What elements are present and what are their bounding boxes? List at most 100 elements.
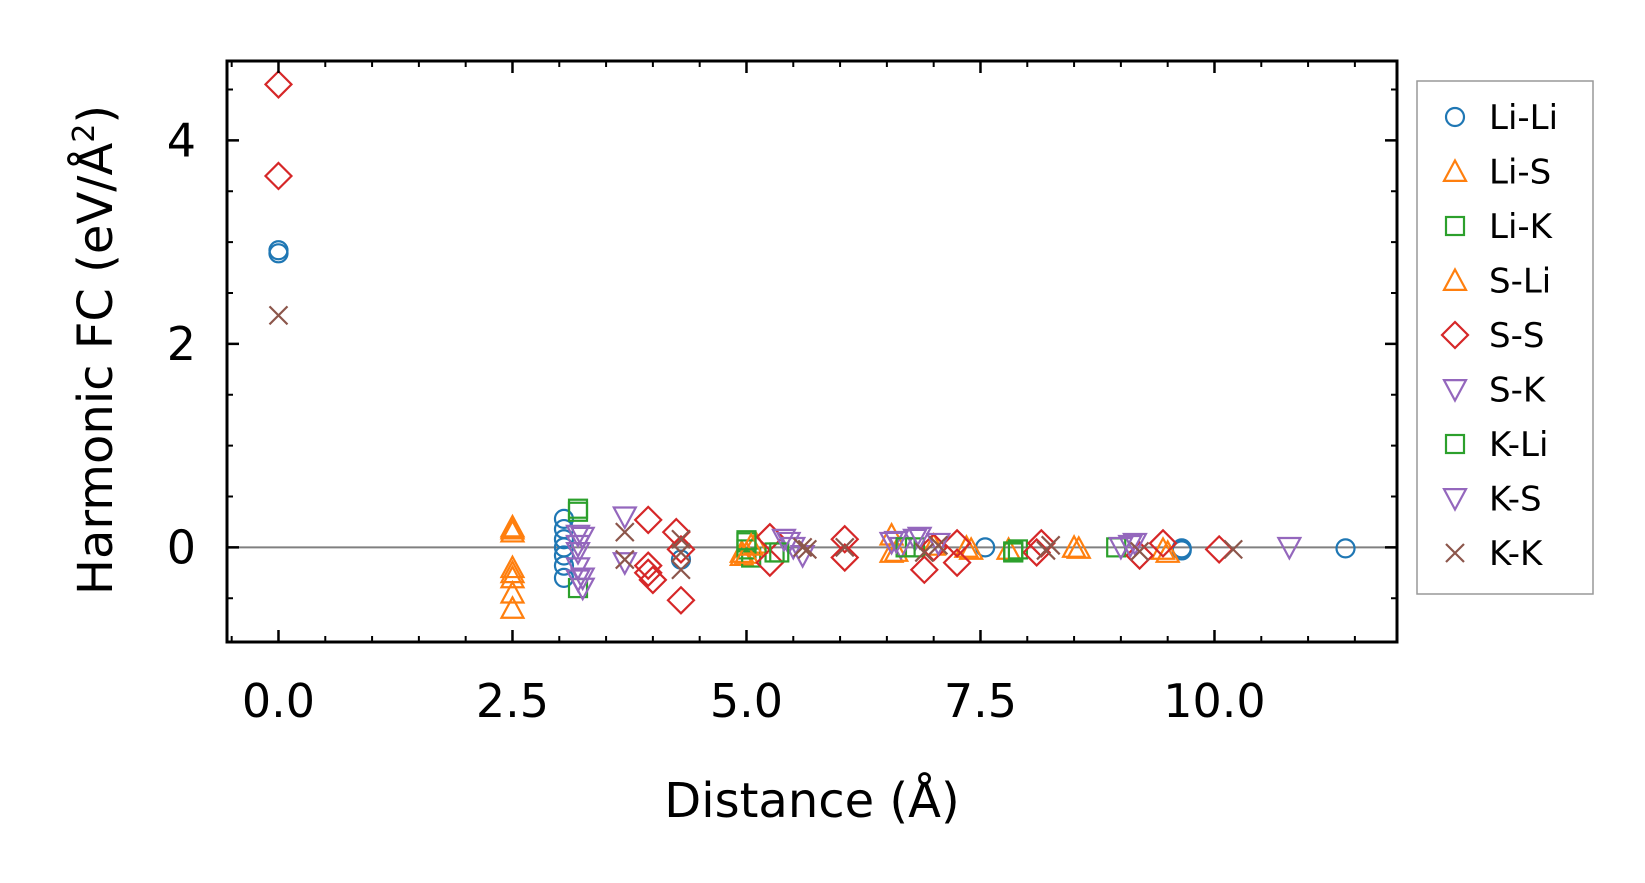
data-point xyxy=(553,555,575,576)
series-k-li xyxy=(567,501,1024,563)
legend-label: Li-K xyxy=(1489,207,1554,247)
data-point xyxy=(263,69,294,99)
y-axis-title: Harmonic FC (eV/Å2) xyxy=(67,105,124,595)
data-point xyxy=(671,559,691,580)
legend-marker xyxy=(1442,379,1468,403)
data-point xyxy=(1150,536,1176,560)
data-point xyxy=(942,548,972,578)
legend-marker xyxy=(1442,158,1468,182)
data-point xyxy=(633,558,663,588)
data-point xyxy=(638,565,668,595)
x-axis-title: Distance (Å) xyxy=(664,772,959,829)
data-point xyxy=(611,506,638,531)
legend-label: S-K xyxy=(1489,371,1547,411)
data-point xyxy=(615,549,635,570)
data-point xyxy=(906,526,933,551)
data-point xyxy=(1276,536,1303,561)
x-tick-label: 10.0 xyxy=(1163,674,1265,728)
plot-frame xyxy=(225,59,1399,644)
data-point xyxy=(928,535,949,556)
legend-label: Li-Li xyxy=(1489,98,1558,138)
data-point xyxy=(499,518,526,543)
legend-box xyxy=(1416,80,1594,595)
legend-label: K-Li xyxy=(1489,425,1548,465)
data-point xyxy=(771,528,797,553)
data-point xyxy=(569,567,596,592)
data-point xyxy=(565,542,591,566)
data-point xyxy=(611,552,638,576)
legend-marker xyxy=(1444,106,1466,128)
data-point xyxy=(263,161,294,191)
data-point xyxy=(569,526,596,551)
data-point xyxy=(1122,532,1148,557)
data-point xyxy=(909,555,939,585)
data-point xyxy=(633,505,663,535)
data-point xyxy=(615,522,635,542)
data-point xyxy=(499,515,526,540)
data-point xyxy=(883,530,910,555)
data-point xyxy=(792,537,813,558)
data-point xyxy=(1335,538,1356,559)
legend-label: K-K xyxy=(1489,534,1544,574)
data-point xyxy=(1125,540,1155,571)
data-point xyxy=(738,532,765,556)
data-point xyxy=(499,564,526,589)
legend-marker xyxy=(1444,433,1466,455)
data-point xyxy=(1022,537,1052,568)
legend-label: K-S xyxy=(1489,480,1542,520)
legend-marker xyxy=(1442,267,1468,291)
data-point xyxy=(830,524,860,554)
data-point xyxy=(553,529,575,550)
data-point xyxy=(666,585,696,615)
legend-items: Li-Li Li-S Li-K S-Li S-S S-K K-Li K-S K-K xyxy=(1440,98,1558,574)
data-point xyxy=(830,542,860,573)
legend: Li-Li Li-S Li-K S-Li S-S S-K K-Li K-S K-K xyxy=(1416,80,1594,595)
data-point xyxy=(499,595,526,619)
data-point xyxy=(671,542,691,563)
data-point xyxy=(902,528,928,553)
legend-marker xyxy=(1445,543,1465,563)
legend-marker xyxy=(1440,320,1470,350)
legend-marker xyxy=(1442,488,1468,512)
y-tick-label: 2 xyxy=(167,317,196,371)
x-tick-label: 7.5 xyxy=(944,674,1017,728)
y-tick-label: 4 xyxy=(167,113,196,167)
series-k-k xyxy=(268,305,1243,580)
tick-labels-layer: 0.0 2.5 5.0 7.5 10.0 0 2 4 xyxy=(167,113,1266,728)
axis-ticks-layer xyxy=(227,61,1397,642)
data-point xyxy=(797,539,818,560)
data-point xyxy=(1223,539,1243,560)
x-tick-label: 0.0 xyxy=(242,674,315,728)
data-point xyxy=(499,554,526,579)
data-point xyxy=(569,577,596,602)
data-point xyxy=(1154,539,1181,563)
data-point xyxy=(499,559,526,584)
data-point xyxy=(755,548,785,578)
data-point xyxy=(736,530,757,551)
legend-label: Li-S xyxy=(1489,153,1551,193)
data-point xyxy=(633,551,663,581)
data-point xyxy=(1040,535,1061,556)
series-s-li xyxy=(499,515,1181,584)
data-point xyxy=(914,542,935,563)
data-point xyxy=(567,501,589,522)
legend-label: S-Li xyxy=(1489,262,1551,302)
data-point xyxy=(1065,535,1092,559)
legend-marker xyxy=(1444,215,1466,237)
data-point xyxy=(268,243,289,264)
data-point xyxy=(1129,541,1150,562)
y-tick-label: 0 xyxy=(167,520,196,574)
data-points-layer xyxy=(263,69,1356,619)
data-point xyxy=(834,537,855,558)
data-point xyxy=(953,534,980,558)
data-point xyxy=(268,305,289,326)
x-tick-label: 5.0 xyxy=(710,674,783,728)
x-tick-label: 2.5 xyxy=(476,674,549,728)
data-point xyxy=(895,537,916,558)
data-point xyxy=(499,579,526,604)
data-point xyxy=(553,508,575,529)
data-point xyxy=(1148,528,1178,558)
legend-label: S-S xyxy=(1489,316,1544,356)
